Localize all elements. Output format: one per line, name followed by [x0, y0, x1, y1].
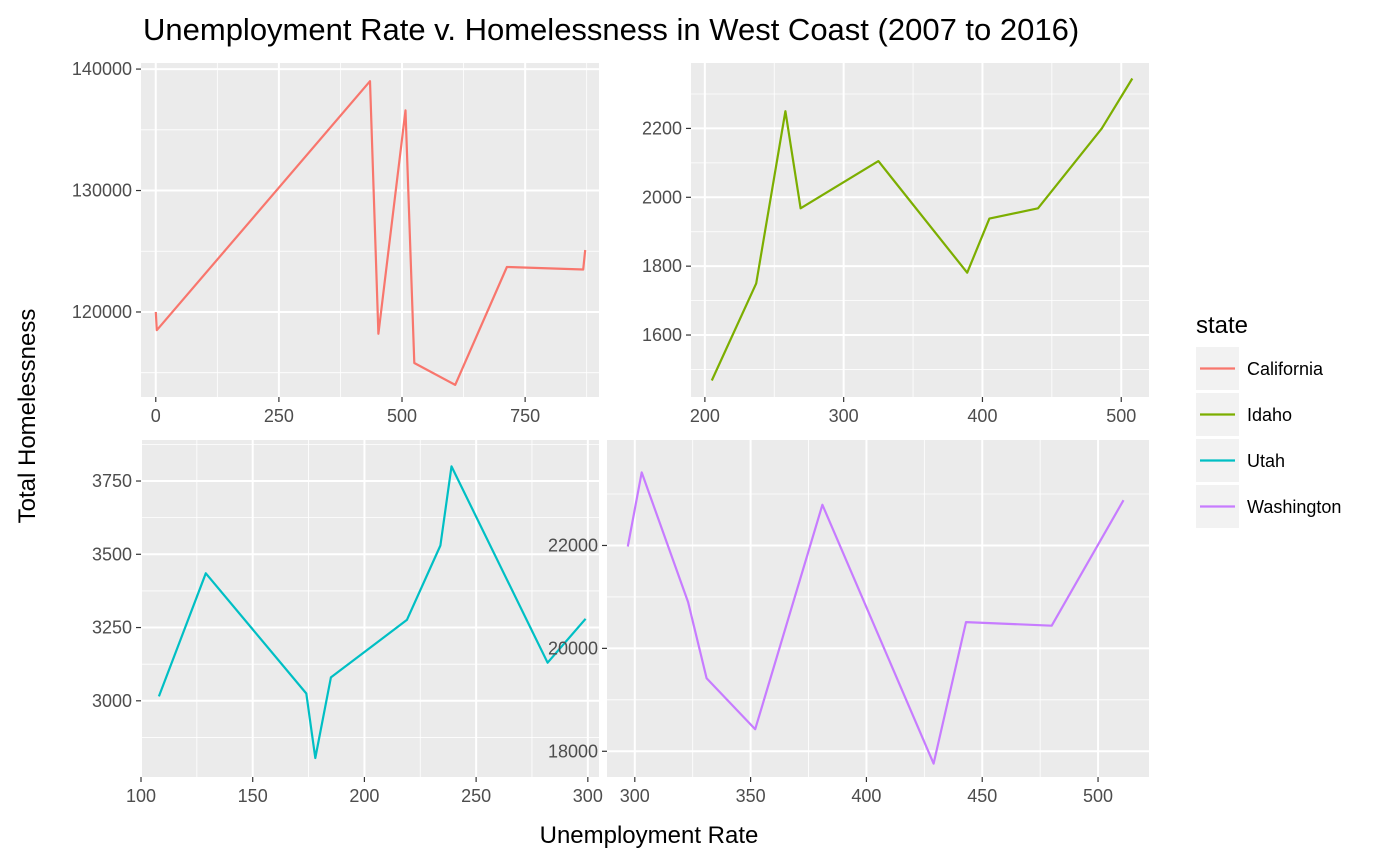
legend-item-idaho: Idaho: [1196, 393, 1292, 436]
x-tick-label: 250: [264, 406, 294, 426]
x-tick-label: 200: [349, 786, 379, 806]
y-tick-label: 1600: [642, 325, 682, 345]
panel-washington: 300 350 400 450 500 18000 20000 22000: [548, 440, 1149, 806]
x-axis-title: Unemployment Rate: [540, 822, 759, 849]
y-tick-label: 120000: [72, 302, 132, 322]
x-tick-label: 500: [387, 406, 417, 426]
y-tick-label: 140000: [72, 59, 132, 79]
y-tick-label: 130000: [72, 181, 132, 201]
x-tick-label: 350: [736, 786, 766, 806]
y-tick-label: 3750: [92, 471, 132, 491]
x-tick-label: 150: [238, 786, 268, 806]
x-tick-label: 750: [510, 406, 540, 426]
x-tick-label: 500: [1083, 786, 1113, 806]
legend: state California Idaho Utah Washington: [1196, 312, 1341, 528]
x-tick-label: 250: [461, 786, 491, 806]
y-tick-label: 2000: [642, 187, 682, 207]
panel-background: [607, 440, 1149, 777]
x-tick-label: 100: [126, 786, 156, 806]
y-tick-label: 3250: [92, 618, 132, 638]
legend-label: California: [1247, 359, 1324, 379]
legend-label: Washington: [1247, 497, 1341, 517]
y-tick-label: 3000: [92, 691, 132, 711]
y-axis-title: Total Homelessness: [14, 309, 41, 524]
panel-idaho: 200 300 400 500 1600 1800 2000 2200: [642, 63, 1149, 426]
y-tick-label: 2200: [642, 118, 682, 138]
x-tick-label: 400: [851, 786, 881, 806]
facet-panels: 0 250 500 750 120000 130000 140000 200 300 400 500…: [72, 59, 1149, 806]
panel-background: [141, 440, 599, 777]
x-tick-label: 450: [967, 786, 997, 806]
chart-title: Unemployment Rate v. Homelessness in Wes…: [143, 12, 1079, 47]
x-tick-label: 400: [967, 406, 997, 426]
series-line-idaho: [710, 77, 1134, 381]
legend-item-california: California: [1196, 347, 1324, 390]
y-tick-label: 18000: [548, 741, 598, 761]
x-tick-label: 300: [620, 786, 650, 806]
legend-label: Utah: [1247, 451, 1285, 471]
panel-background: [691, 63, 1149, 397]
x-tick-label: 200: [690, 406, 720, 426]
x-tick-label: 500: [1106, 406, 1136, 426]
legend-label: Idaho: [1247, 405, 1292, 425]
series-line-california: [154, 80, 587, 386]
series-line-washington: [626, 471, 1125, 765]
y-tick-label: 22000: [548, 535, 598, 555]
x-tick-label: 0: [151, 406, 161, 426]
panel-utah: 100 150 200 250 300 3000 3250 3500 3750: [92, 440, 603, 806]
legend-item-washington: Washington: [1196, 485, 1341, 528]
y-tick-label: 3500: [92, 544, 132, 564]
x-tick-label: 300: [573, 786, 603, 806]
y-tick-label: 20000: [548, 638, 598, 658]
series-line-utah: [157, 465, 587, 760]
legend-item-utah: Utah: [1196, 439, 1285, 482]
legend-title: state: [1196, 312, 1248, 339]
panel-california: 0 250 500 750 120000 130000 140000: [72, 59, 599, 426]
y-tick-label: 1800: [642, 256, 682, 276]
x-tick-label: 300: [829, 406, 859, 426]
